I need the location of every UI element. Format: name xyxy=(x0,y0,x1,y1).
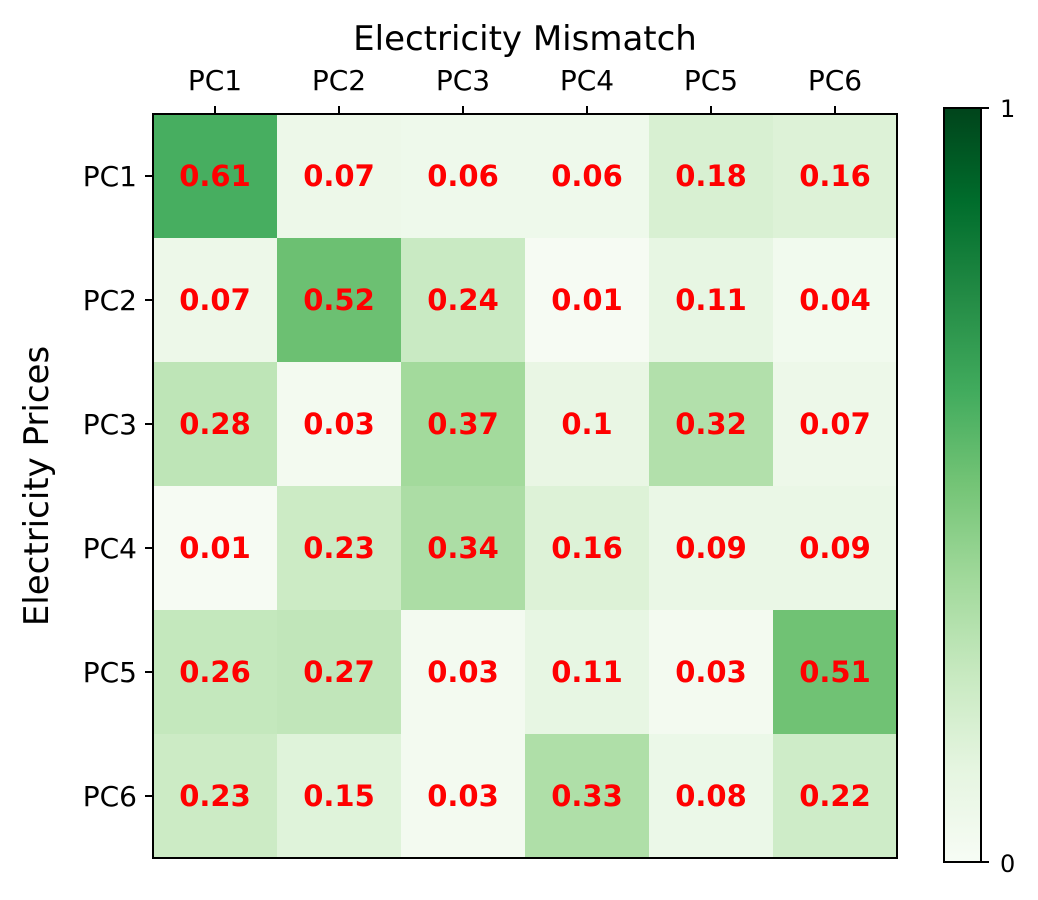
heatmap-cell-r2-c1 xyxy=(153,238,277,362)
heatmap-cell-r4-c6 xyxy=(773,486,897,610)
colorbar-min-label: 0 xyxy=(1000,850,1015,878)
y-tick-label-6: PC6 xyxy=(83,780,137,813)
heatmap-cell-r2-c3 xyxy=(401,238,525,362)
cell-value-label-r4-c4: 0.16 xyxy=(551,531,623,565)
x-tick-label-2: PC2 xyxy=(312,64,366,97)
y-tick-label-5: PC5 xyxy=(83,656,137,689)
cell-value-label-r5-c1: 0.26 xyxy=(179,655,251,689)
y-tick-label-2: PC2 xyxy=(83,284,137,317)
cell-value-label-r4-c5: 0.09 xyxy=(675,531,747,565)
heatmap-cell-r4-c1 xyxy=(153,486,277,610)
heatmap-cell-r2-c6 xyxy=(773,238,897,362)
y-tick-label-3: PC3 xyxy=(83,408,137,441)
heatmap-cell-r1-c5 xyxy=(649,114,773,238)
heatmap-cell-r5-c5 xyxy=(649,610,773,734)
cell-value-label-r5-c2: 0.27 xyxy=(303,655,375,689)
cell-value-label-r3-c6: 0.07 xyxy=(799,407,871,441)
y-tick-label-1: PC1 xyxy=(83,160,137,193)
cell-value-label-r3-c4: 0.1 xyxy=(561,407,612,441)
cell-value-label-r6-c6: 0.22 xyxy=(799,779,871,813)
heatmap-cell-r3-c3 xyxy=(401,362,525,486)
heatmap-cell-r4-c2 xyxy=(277,486,401,610)
x-tick-label-6: PC6 xyxy=(808,64,862,97)
cell-value-label-r5-c4: 0.11 xyxy=(551,655,623,689)
cell-value-label-r2-c2: 0.52 xyxy=(303,283,375,317)
cell-value-label-r3-c2: 0.03 xyxy=(303,407,375,441)
x-tick-label-3: PC3 xyxy=(436,64,490,97)
cell-value-label-r1-c3: 0.06 xyxy=(427,159,499,193)
heatmap-cell-r6-c6 xyxy=(773,734,897,858)
heatmap-cell-r6-c2 xyxy=(277,734,401,858)
cell-value-label-r1-c6: 0.16 xyxy=(799,159,871,193)
cell-value-label-r1-c5: 0.18 xyxy=(675,159,747,193)
cell-value-label-r5-c6: 0.51 xyxy=(799,655,871,689)
cell-value-label-r3-c3: 0.37 xyxy=(427,407,499,441)
cell-value-label-r6-c2: 0.15 xyxy=(303,779,375,813)
heatmap-cell-r3-c4 xyxy=(525,362,649,486)
cell-value-label-r3-c1: 0.28 xyxy=(179,407,251,441)
cell-value-label-r4-c3: 0.34 xyxy=(427,531,499,565)
cell-value-label-r2-c6: 0.04 xyxy=(799,283,871,317)
heatmap-cell-r3-c5 xyxy=(649,362,773,486)
heatmap-cell-r4-c4 xyxy=(525,486,649,610)
cell-value-label-r4-c1: 0.01 xyxy=(179,531,251,565)
heatmap-cell-r2-c4 xyxy=(525,238,649,362)
x-tick-label-5: PC5 xyxy=(684,64,738,97)
heatmap-cell-r5-c4 xyxy=(525,610,649,734)
cell-value-label-r6-c3: 0.03 xyxy=(427,779,499,813)
heatmap-cell-r2-c2 xyxy=(277,238,401,362)
cell-value-label-r6-c1: 0.23 xyxy=(179,779,251,813)
chart-title: Electricity Mismatch xyxy=(353,19,697,59)
cell-value-label-r6-c5: 0.08 xyxy=(675,779,747,813)
cell-value-label-r6-c4: 0.33 xyxy=(551,779,623,813)
cell-value-label-r4-c2: 0.23 xyxy=(303,531,375,565)
heatmap-cell-r1-c1 xyxy=(153,114,277,238)
heatmap-cell-r6-c4 xyxy=(525,734,649,858)
y-axis-title: Electricity Prices xyxy=(17,346,57,626)
heatmap-value-labels: 0.61 0.07 0.06 0.06 0.18 0.16 0.07 0.52 0.24 0.01… xyxy=(179,159,871,813)
cell-value-label-r5-c5: 0.03 xyxy=(675,655,747,689)
cell-value-label-r3-c5: 0.32 xyxy=(675,407,747,441)
heatmap-cell-r6-c3 xyxy=(401,734,525,858)
cell-value-label-r2-c5: 0.11 xyxy=(675,283,747,317)
cell-value-label-r2-c3: 0.24 xyxy=(427,283,499,317)
heatmap-cell-r1-c6 xyxy=(773,114,897,238)
y-axis-ticks: PC1 PC2 PC3 PC4 PC5 PC6 xyxy=(83,160,153,813)
plot-frame xyxy=(152,113,898,859)
x-tick-label-4: PC4 xyxy=(560,64,614,97)
heatmap-cell-r3-c2 xyxy=(277,362,401,486)
heatmap-cell-r1-c2 xyxy=(277,114,401,238)
cell-value-label-r1-c4: 0.06 xyxy=(551,159,623,193)
heatmap-cell-r6-c5 xyxy=(649,734,773,858)
colorbar-gradient xyxy=(943,107,982,863)
cell-value-label-r2-c4: 0.01 xyxy=(551,283,623,317)
cell-value-label-r1-c2: 0.07 xyxy=(303,159,375,193)
heatmap-cell-r2-c5 xyxy=(649,238,773,362)
heatmap-cell-r6-c1 xyxy=(153,734,277,858)
x-tick-label-1: PC1 xyxy=(188,64,242,97)
heatmap-cell-r1-c3 xyxy=(401,114,525,238)
heatmap-cell-r3-c6 xyxy=(773,362,897,486)
heatmap-cell-r5-c1 xyxy=(153,610,277,734)
heatmap-cell-r4-c5 xyxy=(649,486,773,610)
colorbar: 1 0 xyxy=(943,95,1015,878)
heatmap-cell-r4-c3 xyxy=(401,486,525,610)
cell-value-label-r5-c3: 0.03 xyxy=(427,655,499,689)
heatmap-cell-r5-c2 xyxy=(277,610,401,734)
colorbar-max-label: 1 xyxy=(1000,95,1015,123)
heatmap-cell-r3-c1 xyxy=(153,362,277,486)
heatmap-cell-r1-c4 xyxy=(525,114,649,238)
heatmap-cell-r5-c6 xyxy=(773,610,897,734)
cell-value-label-r1-c1: 0.61 xyxy=(179,159,251,193)
heatmap-cell-r5-c3 xyxy=(401,610,525,734)
x-axis-ticks: PC1 PC2 PC3 PC4 PC5 PC6 xyxy=(188,64,862,114)
y-tick-label-4: PC4 xyxy=(83,532,137,565)
heatmap-cells xyxy=(153,114,897,858)
cell-value-label-r4-c6: 0.09 xyxy=(799,531,871,565)
cell-value-label-r2-c1: 0.07 xyxy=(179,283,251,317)
